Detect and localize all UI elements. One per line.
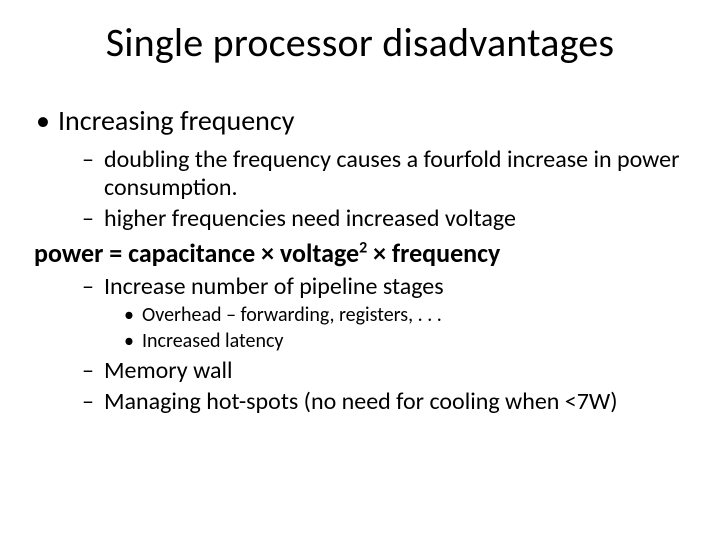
slide-title: Single processor disadvantages (34, 18, 686, 67)
power-formula: power = capacitance × voltage2 × frequen… (34, 237, 686, 269)
formula-text-prefix: power = capacitance × voltage (34, 237, 359, 269)
bullet-level3: Increased latency (34, 329, 686, 353)
bullet-level1: Increasing frequency (34, 103, 686, 138)
bullet-level3: Overhead – forwarding, registers, . . . (34, 303, 686, 327)
slide-container: Single processor disadvantages Increasin… (0, 0, 720, 540)
bullet-level2: doubling the frequency causes a fourfold… (34, 146, 686, 203)
formula-text-suffix: × frequency (367, 237, 500, 269)
bullet-level2: higher frequencies need increased voltag… (34, 205, 686, 233)
bullet-level2: Memory wall (34, 357, 686, 385)
bullet-level2: Managing hot-spots (no need for cooling … (34, 388, 686, 416)
bullet-level2: Increase number of pipeline stages (34, 273, 686, 301)
formula-exponent: 2 (359, 238, 367, 257)
